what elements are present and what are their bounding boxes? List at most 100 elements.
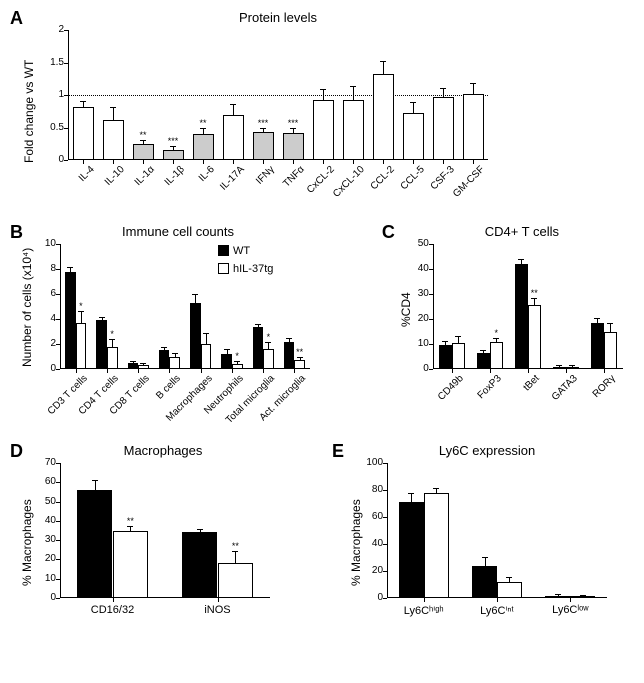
bar-wt bbox=[190, 303, 201, 369]
sig-marker: * bbox=[102, 332, 122, 337]
bar-wt bbox=[477, 353, 490, 369]
bar bbox=[313, 100, 334, 160]
bar-tg bbox=[604, 332, 617, 370]
ytick-label: 0 bbox=[34, 154, 64, 165]
bar-wt bbox=[96, 320, 107, 369]
bar-wt bbox=[182, 532, 218, 598]
xtick-label: Ly6Cʰⁱᵍʰ bbox=[387, 604, 460, 617]
ytick-label: 40 bbox=[399, 263, 429, 274]
xtick-label: iNOS bbox=[165, 604, 270, 616]
sig-marker: * bbox=[258, 335, 278, 340]
ytick-label: 0 bbox=[26, 363, 56, 374]
bar-wt bbox=[515, 264, 528, 369]
bar bbox=[73, 107, 94, 160]
bar-tg bbox=[107, 347, 118, 370]
xtick-label: Ly6Cⁱⁿᵗ bbox=[460, 604, 533, 617]
ytick-label: 0 bbox=[399, 363, 429, 374]
bar-wt bbox=[472, 566, 497, 598]
bar bbox=[373, 74, 394, 160]
panel-d-title: Macrophages bbox=[58, 443, 268, 458]
panel-e-chart: 020406080100Ly6CʰⁱᵍʰLy6CⁱⁿᵗLy6Cˡᵒʷ bbox=[387, 463, 607, 598]
panel-e-title: Ly6C expression bbox=[377, 443, 597, 458]
legend-wt-swatch bbox=[218, 245, 229, 256]
panel-d-chart: 010203040506070**CD16/32**iNOS bbox=[60, 463, 270, 598]
sig-marker: ** bbox=[193, 121, 213, 126]
bar-tg bbox=[263, 349, 274, 369]
ytick-label: 40 bbox=[26, 515, 56, 526]
ytick-label: 20 bbox=[399, 313, 429, 324]
ytick-label: 0.5 bbox=[34, 122, 64, 133]
legend-tg-label: hIL-37tg bbox=[233, 263, 273, 275]
panel-c-letter: C bbox=[382, 222, 395, 243]
ytick-label: 100 bbox=[353, 457, 383, 468]
panel-d-letter: D bbox=[10, 441, 23, 462]
ytick-label: 4 bbox=[26, 313, 56, 324]
bar-wt bbox=[284, 342, 295, 370]
bar bbox=[163, 150, 184, 160]
bar-wt bbox=[77, 490, 113, 598]
ytick-label: 20 bbox=[353, 565, 383, 576]
panel-c-title: CD4+ T cells bbox=[427, 224, 617, 239]
bar-wt bbox=[553, 367, 566, 370]
bar bbox=[283, 133, 304, 160]
panel-a-title: Protein levels bbox=[68, 10, 488, 25]
ytick-label: 6 bbox=[26, 288, 56, 299]
y-axis bbox=[433, 244, 434, 369]
ytick-label: 70 bbox=[26, 457, 56, 468]
bar bbox=[403, 113, 424, 160]
bar bbox=[463, 94, 484, 160]
ytick-label: 2 bbox=[34, 24, 64, 35]
bar-tg bbox=[424, 493, 449, 598]
ytick-label: 0 bbox=[26, 592, 56, 603]
sig-marker: ** bbox=[133, 133, 153, 138]
ytick-label: 10 bbox=[399, 338, 429, 349]
panel-e-letter: E bbox=[332, 441, 344, 462]
ytick-label: 2 bbox=[26, 338, 56, 349]
bar-wt bbox=[545, 596, 570, 598]
bar-tg bbox=[138, 365, 149, 369]
bar bbox=[193, 134, 214, 160]
bar-tg bbox=[566, 367, 579, 369]
bar-tg bbox=[528, 305, 541, 369]
panel-b-letter: B bbox=[10, 222, 23, 243]
sig-marker: *** bbox=[163, 139, 183, 144]
ytick-label: 1 bbox=[34, 89, 64, 100]
bar-tg bbox=[113, 531, 149, 599]
bar-tg bbox=[497, 582, 522, 598]
bar-wt bbox=[439, 345, 452, 369]
bar-tg bbox=[490, 342, 503, 370]
xtick-label: CD16/32 bbox=[60, 604, 165, 616]
panel-e: E Ly6C expression % Macrophages 02040608… bbox=[317, 441, 636, 651]
ytick-label: 80 bbox=[353, 484, 383, 495]
bar-tg bbox=[169, 357, 180, 370]
bar-tg bbox=[232, 364, 243, 369]
sig-marker: ** bbox=[225, 544, 245, 549]
y-axis bbox=[60, 244, 61, 369]
bar-wt bbox=[128, 363, 139, 369]
legend-tg-swatch bbox=[218, 263, 229, 274]
bar-wt bbox=[591, 323, 604, 369]
ytick-label: 30 bbox=[26, 534, 56, 545]
sig-marker: * bbox=[71, 304, 91, 309]
panel-b-title: Immune cell counts bbox=[58, 224, 298, 239]
panel-b: B Immune cell counts Number of cells (x1… bbox=[8, 222, 367, 437]
bar-wt bbox=[159, 350, 170, 369]
ytick-label: 60 bbox=[353, 511, 383, 522]
bar-wt bbox=[399, 502, 424, 598]
y-axis bbox=[387, 463, 388, 598]
panel-a-ylabel: Fold change vs WT bbox=[22, 60, 36, 163]
sig-marker: ** bbox=[120, 519, 140, 524]
legend: WT hIL-37tg bbox=[218, 242, 273, 278]
bar-tg bbox=[294, 360, 305, 369]
bar-wt bbox=[65, 272, 76, 370]
ytick-label: 30 bbox=[399, 288, 429, 299]
panel-a-chart: 00.511.52IL-4IL-10**IL-1α***IL-1β**IL-6I… bbox=[68, 30, 488, 160]
ytick-label: 60 bbox=[26, 476, 56, 487]
refline bbox=[68, 95, 488, 96]
panel-c: C CD4+ T cells %CD4 01020304050CD49b*Fox… bbox=[367, 222, 636, 437]
xtick-label: Ly6Cˡᵒʷ bbox=[534, 604, 607, 616]
x-axis bbox=[68, 159, 488, 160]
bar bbox=[103, 120, 124, 160]
bar-tg bbox=[201, 344, 212, 369]
bar-wt bbox=[253, 327, 264, 370]
